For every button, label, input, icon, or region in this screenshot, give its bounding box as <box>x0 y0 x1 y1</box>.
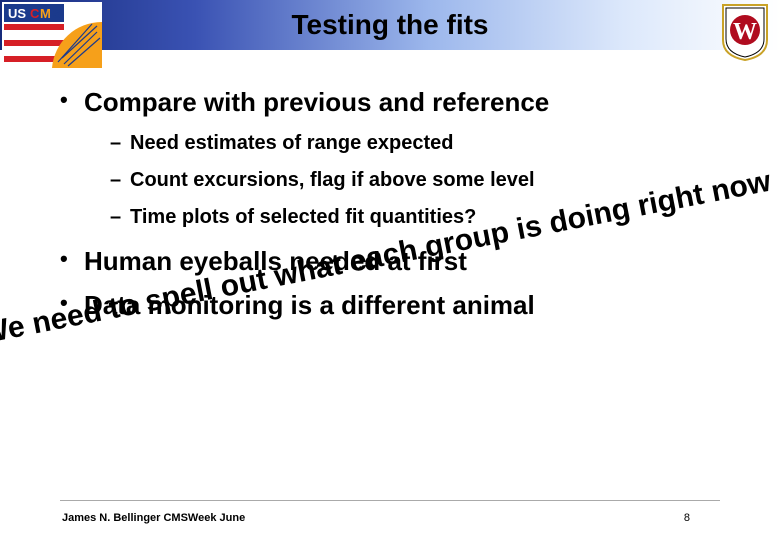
title-bar: Testing the fits <box>0 0 780 50</box>
svg-text:US: US <box>8 6 26 21</box>
svg-text:C: C <box>30 6 40 21</box>
wisconsin-crest-icon: W <box>720 2 770 62</box>
svg-text:S: S <box>53 6 62 21</box>
footer-author: James N. Bellinger CMSWeek June <box>62 512 245 524</box>
slide-title: Testing the fits <box>291 9 488 41</box>
svg-text:M: M <box>40 6 51 21</box>
svg-text:W: W <box>733 19 757 45</box>
sub-bullet-estimates: Need estimates of range expected <box>110 130 750 157</box>
bullet-compare: Compare with previous and reference <box>58 86 750 120</box>
page-number: 8 <box>684 512 690 524</box>
us-cms-logo-icon: US C M S <box>2 2 102 70</box>
footer-divider <box>60 500 720 502</box>
slide: Testing the fits US C M S W Compare with… <box>0 0 780 540</box>
